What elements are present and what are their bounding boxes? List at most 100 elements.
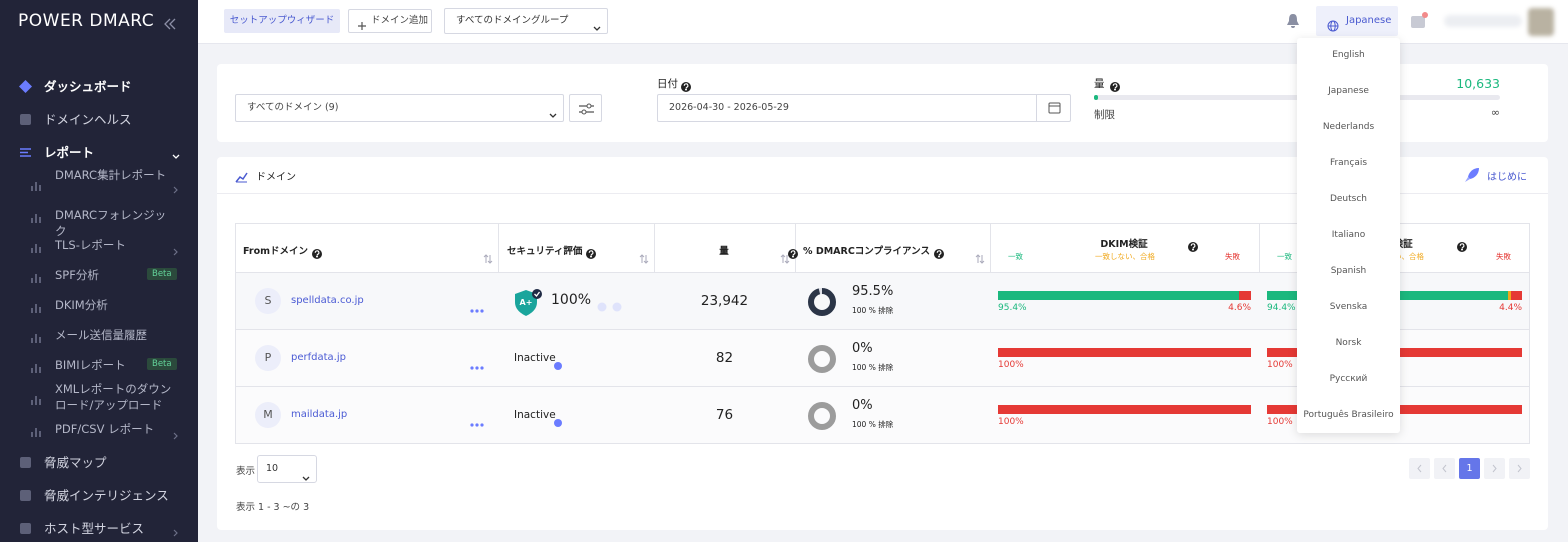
help-icon-svg [1188, 242, 1198, 252]
column-header: 量 [719, 246, 729, 257]
report-item[interactable]: BIMIレポート [55, 358, 126, 372]
chevron [173, 522, 179, 537]
report-item[interactable]: SPF分析 [55, 268, 99, 282]
help-icon-svg [554, 419, 562, 427]
language-option[interactable]: Italiano [1331, 230, 1366, 240]
report-item[interactable]: DMARC集計レポート [55, 168, 167, 182]
report-icon [30, 299, 42, 313]
nav-item[interactable]: 脅威マップ [44, 455, 107, 470]
page-nav-button-svg [1492, 464, 1497, 473]
legend-label: 一致 [1277, 252, 1292, 261]
logo[interactable]: POWER DMARC [18, 11, 155, 31]
language-option[interactable]: Spanish [1330, 266, 1367, 276]
report-icon [30, 239, 42, 253]
nav-icon [19, 111, 32, 125]
page-nav-button[interactable] [1509, 458, 1530, 479]
add-domain-button[interactable]: ドメイン追加 [348, 9, 432, 33]
bar-label: 4.6% [1228, 303, 1251, 313]
sidebar: POWER DMARC ダッシュボード ドメインヘルス レポート DMARC集計レポート… [0, 0, 198, 542]
bar-label: 100% [1267, 417, 1293, 427]
bar-segment [998, 348, 1251, 357]
help-icon-svg [1110, 82, 1120, 92]
language-option[interactable]: Deutsch [1329, 194, 1368, 204]
compliance-arc [808, 288, 836, 316]
report-item[interactable]: メール送信量履歴 [55, 328, 147, 342]
language-option[interactable]: Svenska [1329, 302, 1368, 312]
apps-icon [1410, 12, 1428, 30]
chart-icon-svg [235, 172, 248, 183]
legend-label: 失敗 [1225, 252, 1240, 261]
avatar[interactable] [1528, 8, 1554, 36]
more-icon-svg [470, 423, 484, 427]
nav-item[interactable]: 脅威インテリジェンス [44, 488, 169, 503]
domain-link[interactable]: maildata.jp [291, 409, 348, 420]
card-title: ドメイン [256, 172, 296, 183]
bar-segment [1507, 291, 1511, 300]
language-option[interactable]: Japanese [1328, 86, 1369, 96]
bell-icon-svg [1287, 14, 1299, 28]
page-nav-button[interactable] [1434, 458, 1455, 479]
language-option[interactable]: Français [1329, 158, 1368, 168]
report-icon-svg [31, 334, 41, 343]
page-nav-button[interactable] [1409, 458, 1430, 479]
language-option[interactable]: Русский [1329, 374, 1368, 384]
bar-label: 100% [998, 360, 1024, 370]
limit-value: ∞ [1490, 106, 1500, 119]
nav-item[interactable]: ホスト型サービス [44, 521, 145, 536]
filter-button[interactable] [569, 94, 602, 122]
nav-icon-svg [20, 148, 31, 157]
help-icon [1110, 77, 1120, 92]
group-select[interactable]: すべてのドメイングループ [444, 8, 608, 34]
nav-icon [19, 144, 32, 157]
help-icon [312, 244, 322, 259]
report-icon [30, 269, 42, 283]
volume-cell: 23,942 [700, 293, 749, 309]
chevron-svg [549, 113, 557, 118]
domain-link[interactable]: perfdata.jp [291, 352, 346, 363]
volume-cell: 76 [715, 407, 734, 423]
language-option[interactable]: Norsk [1335, 338, 1362, 348]
report-item[interactable]: DMARCフォレンジック [55, 208, 167, 238]
legend-label: 失敗 [1496, 252, 1511, 261]
setup-button[interactable]: セットアップウィザード [224, 9, 340, 33]
start-link[interactable]: はじめに [1487, 172, 1527, 183]
report-icon-svg [31, 274, 41, 283]
language-option[interactable]: Nederlands [1322, 122, 1375, 132]
expand-icon-svg [172, 154, 180, 159]
domain-link[interactable]: spelldata.co.jp [291, 295, 364, 306]
report-icon-svg [31, 304, 41, 313]
nav-item[interactable]: レポート [44, 145, 95, 160]
rocket-icon-svg [1465, 168, 1479, 182]
language-button[interactable]: Japanese [1316, 6, 1398, 36]
domain-initial: P [255, 345, 281, 371]
rating-icons-svg [597, 302, 622, 312]
report-icon-svg [31, 364, 41, 373]
nav-item[interactable]: ドメインヘルス [44, 112, 132, 127]
more-icon[interactable] [470, 298, 484, 313]
more-icon-svg [470, 309, 484, 313]
page-button[interactable]: 1 [1459, 458, 1480, 479]
bar-segment [998, 291, 1240, 300]
more-icon[interactable] [470, 412, 484, 427]
report-item[interactable]: TLS-レポート [55, 238, 126, 252]
column-header: DKIM検証 [1100, 239, 1148, 250]
sort-icon [483, 249, 493, 264]
page-nav-button[interactable] [1484, 458, 1505, 479]
filter-button-svg [579, 103, 594, 115]
nav-item[interactable]: ダッシュボード [44, 79, 132, 94]
sort-icon-svg [975, 254, 985, 264]
help-icon [681, 77, 691, 92]
language-option[interactable]: Português Brasileiro [1303, 410, 1394, 420]
page-size-select[interactable]: 10 [257, 455, 317, 483]
date-input[interactable]: 2026-04-30 - 2026-05-29 [657, 94, 1071, 122]
domain-select[interactable]: すべてのドメイン (9) [235, 94, 564, 122]
report-icon [30, 423, 42, 437]
language-option[interactable]: English [1332, 50, 1365, 60]
report-item[interactable]: DKIM分析 [55, 298, 108, 312]
header-divider [235, 272, 1530, 273]
report-item[interactable]: PDF/CSV レポート [55, 422, 155, 436]
report-item[interactable]: XMLレポートのダウンロード/アップロード [55, 382, 172, 412]
help-icon-svg [312, 249, 322, 259]
more-icon[interactable] [470, 355, 484, 370]
